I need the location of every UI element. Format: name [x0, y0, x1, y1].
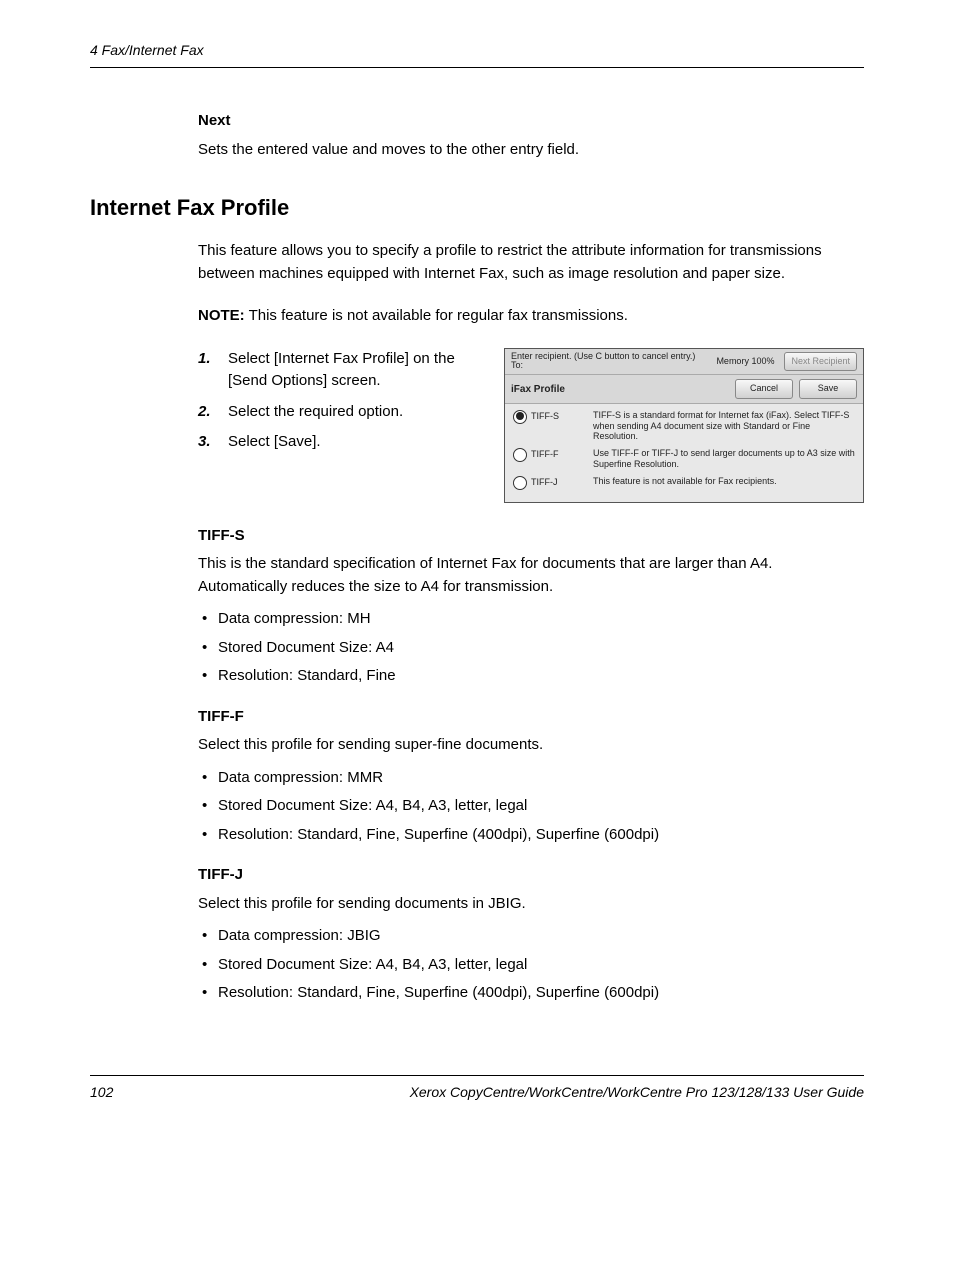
option-label: TIFF-J [531, 476, 558, 490]
step-num: 2. [198, 401, 228, 424]
list-item: Stored Document Size: A4, B4, A3, letter… [198, 954, 864, 977]
radio-filled-icon [513, 410, 527, 424]
option-tiff-f[interactable]: TIFF-F [513, 448, 583, 462]
steps-list: 1. Select [Internet Fax Profile] on the … [198, 348, 486, 462]
tiff-f-bullets: Data compression: MMR Stored Document Si… [198, 767, 864, 847]
figure-prompt-line1: Enter recipient. (Use C button to cancel… [511, 352, 710, 362]
step-row: 3. Select [Save]. [198, 431, 486, 454]
option-desc: Use TIFF-F or TIFF-J to send larger docu… [593, 448, 855, 470]
figure-sub-bar: iFax Profile Cancel Save [505, 375, 863, 404]
figure-prompt: Enter recipient. (Use C button to cancel… [511, 352, 710, 372]
save-button[interactable]: Save [799, 379, 857, 399]
option-desc: TIFF-S is a standard format for Internet… [593, 410, 855, 442]
tiff-s-para: This is the standard specification of In… [198, 553, 864, 598]
ifp-intro: This feature allows you to specify a pro… [198, 240, 864, 285]
tiff-j-para: Select this profile for sending document… [198, 893, 864, 916]
list-item: Resolution: Standard, Fine, Superfine (4… [198, 982, 864, 1005]
option-desc: This feature is not available for Fax re… [593, 476, 855, 487]
option-label: TIFF-F [531, 448, 559, 462]
step-row: 1. Select [Internet Fax Profile] on the … [198, 348, 486, 393]
figure-prompt-line2: To: [511, 361, 710, 371]
list-item: Stored Document Size: A4, B4, A3, letter… [198, 795, 864, 818]
option-tiff-j[interactable]: TIFF-J [513, 476, 583, 490]
cancel-button[interactable]: Cancel [735, 379, 793, 399]
step-num: 1. [198, 348, 228, 393]
list-item: Data compression: MMR [198, 767, 864, 790]
radio-empty-icon [513, 476, 527, 490]
note-text: This feature is not available for regula… [245, 307, 628, 324]
note-label: NOTE: [198, 307, 245, 324]
tiff-j-heading: TIFF-J [198, 864, 864, 887]
list-item: Data compression: MH [198, 608, 864, 631]
step-text: Select [Save]. [228, 431, 486, 454]
option-label: TIFF-S [531, 410, 559, 424]
tiff-f-heading: TIFF-F [198, 706, 864, 729]
memory-indicator: Memory 100% [716, 355, 774, 369]
option-row: TIFF-F Use TIFF-F or TIFF-J to send larg… [513, 448, 855, 470]
list-item: Data compression: JBIG [198, 925, 864, 948]
footer: 102 Xerox CopyCentre/WorkCentre/WorkCent… [90, 1075, 864, 1103]
tiff-j-bullets: Data compression: JBIG Stored Document S… [198, 925, 864, 1005]
list-item: Stored Document Size: A4 [198, 637, 864, 660]
tiff-s-bullets: Data compression: MH Stored Document Siz… [198, 608, 864, 688]
tiff-f-para: Select this profile for sending super-fi… [198, 734, 864, 757]
ifax-profile-label: iFax Profile [511, 382, 729, 397]
list-item: Resolution: Standard, Fine, Superfine (4… [198, 824, 864, 847]
step-num: 3. [198, 431, 228, 454]
next-recipient-button[interactable]: Next Recipient [784, 352, 857, 372]
option-row: TIFF-S TIFF-S is a standard format for I… [513, 410, 855, 442]
radio-empty-icon [513, 448, 527, 462]
option-row: TIFF-J This feature is not available for… [513, 476, 855, 490]
figure-body: TIFF-S TIFF-S is a standard format for I… [505, 404, 863, 502]
tiff-s-heading: TIFF-S [198, 525, 864, 548]
step-row: 2. Select the required option. [198, 401, 486, 424]
header-chapter: 4 Fax/Internet Fax [90, 40, 864, 68]
next-text: Sets the entered value and moves to the … [198, 139, 864, 162]
ifp-note: NOTE: This feature is not available for … [198, 305, 864, 328]
figure-top-bar: Enter recipient. (Use C button to cancel… [505, 349, 863, 376]
footer-title: Xerox CopyCentre/WorkCentre/WorkCentre P… [410, 1082, 864, 1103]
next-heading: Next [198, 110, 864, 133]
internet-fax-profile-heading: Internet Fax Profile [90, 191, 864, 224]
list-item: Resolution: Standard, Fine [198, 665, 864, 688]
page-number: 102 [90, 1082, 113, 1103]
ifax-profile-screenshot: Enter recipient. (Use C button to cancel… [504, 348, 864, 503]
step-text: Select the required option. [228, 401, 486, 424]
option-tiff-s[interactable]: TIFF-S [513, 410, 583, 424]
step-text: Select [Internet Fax Profile] on the [Se… [228, 348, 486, 393]
